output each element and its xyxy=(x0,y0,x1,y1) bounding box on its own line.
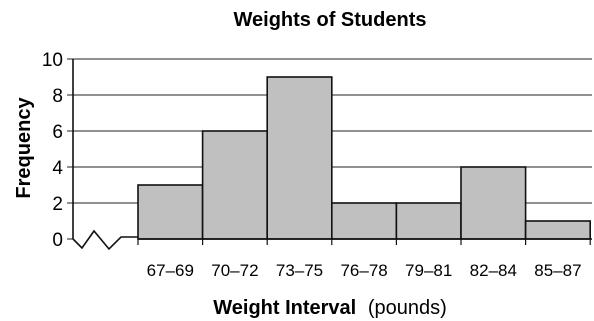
bar xyxy=(137,184,204,240)
x-axis-label: Weight Interval (pounds) xyxy=(213,297,447,319)
x-tick-label: 76–78 xyxy=(340,261,387,280)
axis-break-zigzag xyxy=(72,229,138,251)
y-tick-label: 6 xyxy=(52,122,63,143)
bar xyxy=(330,202,398,240)
bar xyxy=(460,166,527,240)
chart-title: Weights of Students xyxy=(234,9,427,31)
x-tick-label: 70–72 xyxy=(211,261,258,280)
axes xyxy=(72,59,592,251)
y-tick-label: 8 xyxy=(52,86,63,107)
y-tick-label: 0 xyxy=(52,230,63,251)
x-tick-labels: 67–69 70–72 73–75 76–78 79–81 82–84 85–87 xyxy=(137,239,591,280)
x-tick-label: 79–81 xyxy=(405,261,452,280)
bar xyxy=(524,220,591,240)
y-tick-label: 2 xyxy=(52,194,63,215)
y-tick-label: 4 xyxy=(52,158,63,179)
x-tick-label: 73–75 xyxy=(276,261,323,280)
y-tick-label: 10 xyxy=(42,50,63,71)
y-axis-label: Frequency xyxy=(13,97,35,199)
y-tick-labels: 0 2 4 6 8 10 xyxy=(42,50,64,251)
bar xyxy=(201,130,269,240)
x-tick-label: 85–87 xyxy=(534,261,581,280)
x-axis-label-unit: (pounds) xyxy=(368,297,447,319)
x-axis-label-main: Weight Interval xyxy=(213,297,356,319)
bars xyxy=(137,76,591,240)
bar xyxy=(395,202,462,240)
bar xyxy=(266,76,333,240)
x-tick-label: 67–69 xyxy=(147,261,194,280)
x-tick-label: 82–84 xyxy=(470,261,517,280)
